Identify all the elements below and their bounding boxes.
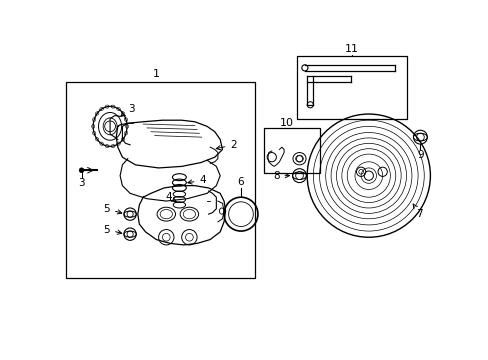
Text: 8: 8 (272, 171, 289, 181)
Text: 6: 6 (237, 177, 244, 187)
Circle shape (79, 168, 84, 172)
Text: 3: 3 (78, 178, 85, 188)
Text: 5: 5 (103, 225, 122, 235)
Bar (297, 55, 406, 119)
Text: 3: 3 (121, 104, 134, 116)
Text: 4: 4 (165, 192, 177, 202)
Bar (66, 82, 254, 278)
Text: 11: 11 (344, 44, 358, 54)
Text: 7: 7 (412, 204, 422, 219)
Text: 5: 5 (103, 204, 122, 214)
Text: 4: 4 (187, 175, 205, 185)
Text: 9: 9 (416, 150, 423, 160)
Text: 10: 10 (280, 117, 294, 127)
Bar (264, 128, 319, 172)
Text: 2: 2 (216, 140, 236, 150)
Text: 1: 1 (152, 69, 160, 79)
